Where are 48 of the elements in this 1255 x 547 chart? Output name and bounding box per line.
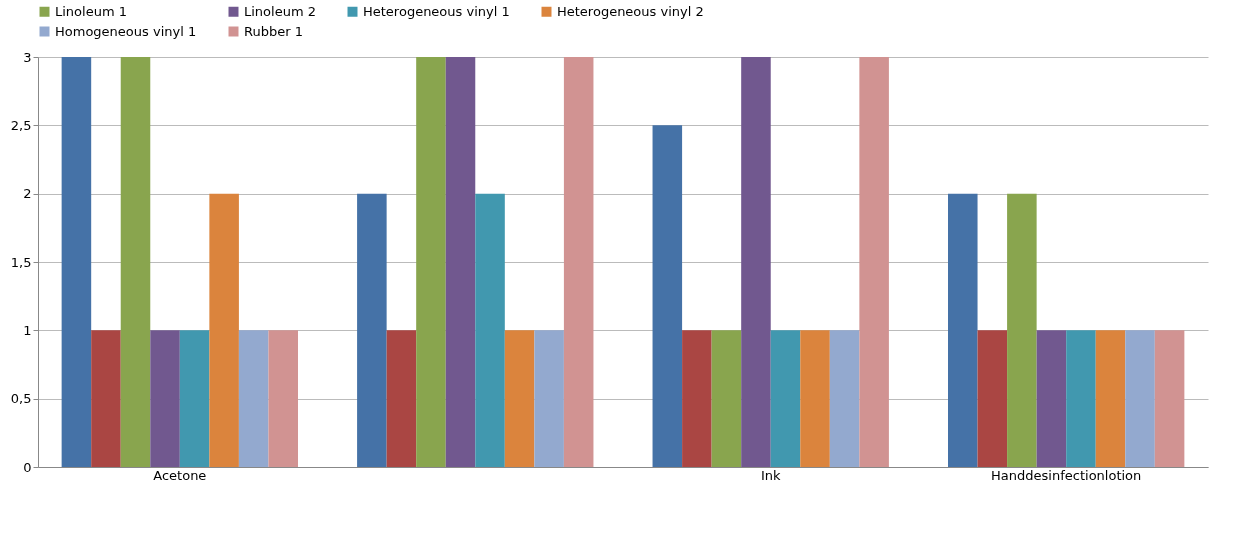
bar — [1007, 193, 1037, 467]
y-tick-label: 3 — [23, 49, 32, 65]
bar — [1154, 330, 1185, 467]
x-tick-label: Ink — [760, 467, 781, 483]
bar — [357, 193, 387, 467]
bar — [1125, 330, 1155, 467]
bar — [386, 330, 417, 467]
bar — [91, 330, 121, 467]
bar — [475, 193, 505, 467]
bar — [711, 330, 742, 467]
legend-label: Linoleum 1 — [55, 3, 127, 19]
bar — [859, 57, 889, 467]
x-tick-label: Acetone — [153, 467, 207, 483]
bar — [534, 330, 564, 467]
bar — [800, 330, 830, 467]
bar — [1066, 330, 1096, 467]
bar — [504, 330, 535, 467]
y-tick-label: 1,5 — [10, 254, 32, 270]
bar — [209, 193, 239, 467]
bar — [829, 330, 860, 467]
y-tick-label: 2,5 — [10, 117, 32, 133]
bar — [1036, 330, 1067, 467]
bar — [61, 57, 92, 467]
bar — [416, 57, 446, 467]
legend-label: Homogeneous vinyl 1 — [55, 23, 197, 39]
bar — [238, 330, 269, 467]
bar — [977, 330, 1008, 467]
bar — [1095, 330, 1126, 467]
x-tick-label: Handdesinfectionlotion — [991, 467, 1142, 483]
y-tick-label: 2 — [23, 186, 32, 202]
bar — [652, 125, 683, 467]
bar — [741, 57, 771, 467]
legend-label: Heterogeneous vinyl 1 — [363, 3, 510, 19]
y-tick-label: 0,5 — [10, 391, 32, 407]
y-tick-label: 0 — [23, 459, 32, 475]
bar — [563, 57, 594, 467]
bar — [179, 330, 210, 467]
bar — [682, 330, 712, 467]
bar — [120, 57, 151, 467]
bar — [770, 330, 801, 467]
y-tick-label: 1 — [23, 322, 32, 338]
bar — [948, 193, 978, 467]
legend-label: Heterogeneous vinyl 2 — [557, 3, 704, 19]
bar — [445, 57, 476, 467]
bar — [268, 330, 298, 467]
legend-label: Linoleum 2 — [244, 3, 316, 19]
legend-label: Rubber 1 — [244, 23, 303, 39]
bar — [150, 330, 180, 467]
